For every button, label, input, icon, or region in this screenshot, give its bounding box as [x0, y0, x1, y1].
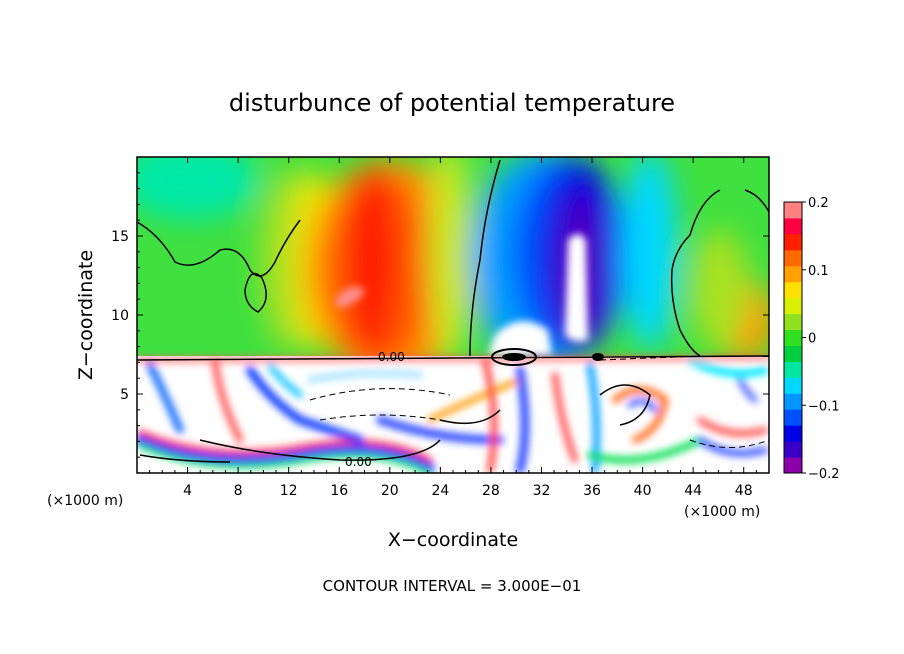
x-tick-label: 44 [684, 483, 702, 499]
x-tick-label: 28 [482, 483, 500, 499]
y-axis-label: Z−coordinate [75, 250, 97, 380]
colorbar-segment [784, 409, 802, 426]
colorbar: 0.2 0.1 0 −0.1 −0.2 [783, 196, 840, 482]
colorbar-tick-label: −0.2 [808, 467, 840, 482]
chart-title: disturbunce of potential temperature [229, 89, 675, 117]
x-tick-label: 8 [234, 483, 243, 499]
contours [137, 159, 769, 463]
contour-interval-note: CONTOUR INTERVAL = 3.000E−01 [323, 577, 582, 595]
x-unit-label-right: (×1000 m) [684, 504, 760, 520]
colorbar-segment [784, 233, 802, 251]
plot-area [137, 157, 769, 473]
x-tick-label: 16 [330, 483, 348, 499]
x-axis-label: X−coordinate [388, 529, 518, 551]
x-tick-label: 20 [381, 483, 399, 499]
colorbar-segment [784, 297, 802, 315]
colorbar-segment [784, 377, 802, 394]
x-tick-label: 12 [280, 483, 298, 499]
dense-contour-cluster [491, 348, 604, 366]
colorbar-tick-label: 0.2 [808, 196, 829, 211]
colorbar-segment [784, 265, 802, 283]
colorbar-segment [784, 329, 802, 346]
colorbar-segment [784, 217, 802, 235]
contour-label: 0.00 [378, 350, 405, 364]
colorbar-tick-label: 0 [808, 332, 816, 347]
x-tick-label: 36 [583, 483, 601, 499]
colorbar-segment [784, 249, 802, 267]
y-tick-label: 15 [111, 229, 129, 245]
colorbar-segment [784, 441, 802, 458]
x-tick-label: 32 [533, 483, 551, 499]
colorbar-segment [784, 345, 802, 362]
contour-label: 0.00 [345, 455, 372, 469]
x-tick-label: 40 [634, 483, 652, 499]
colorbar-segment [784, 313, 802, 331]
colorbar-segment [784, 425, 802, 442]
colorbar-segment [784, 393, 802, 410]
x-tick-label: 48 [735, 483, 753, 499]
colorbar-segment [784, 361, 802, 378]
x-unit-label-left: (×1000 m) [47, 493, 123, 509]
y-tick-label: 10 [111, 308, 129, 324]
x-tick-label: 24 [431, 483, 449, 499]
colorbar-segment [784, 202, 802, 219]
colorbar-tick-label: 0.1 [808, 264, 829, 279]
y-tick-label: 5 [120, 387, 129, 403]
colorbar-tick-label: −0.1 [808, 399, 840, 414]
x-tick-label: 4 [183, 483, 192, 499]
colorbar-segment [784, 281, 802, 299]
colorbar-segment [784, 457, 802, 474]
